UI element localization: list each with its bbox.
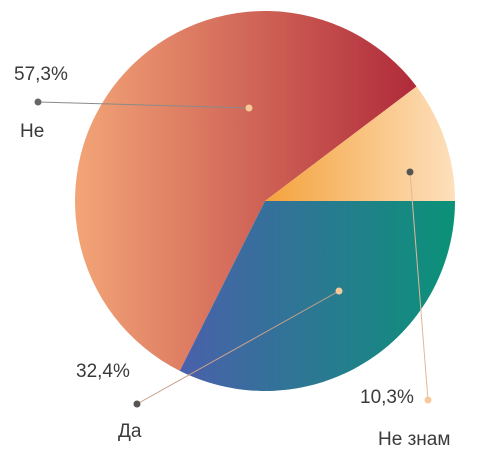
leader-line-ne-znam bbox=[409, 171, 429, 401]
pie-slice-ne bbox=[75, 10, 417, 371]
leader-dot-inner-ne-znam bbox=[406, 168, 414, 176]
leader-ne-znam bbox=[406, 168, 432, 404]
leader-da bbox=[133, 287, 343, 408]
leader-line-ne bbox=[37, 101, 250, 109]
leader-dot-outer-da bbox=[133, 400, 141, 408]
leader-dot-outer-ne bbox=[34, 98, 42, 106]
value-label-da: 32,4% bbox=[76, 361, 130, 382]
leader-dot-outer-ne-znam bbox=[424, 396, 432, 404]
pie-slices bbox=[75, 10, 456, 391]
value-label-ne: 57,3% bbox=[14, 64, 68, 85]
value-label-ne-znam: 10,3% bbox=[360, 387, 414, 408]
category-label-da: Да bbox=[118, 421, 142, 442]
category-label-ne: Не bbox=[20, 121, 44, 142]
pie-slice-da bbox=[179, 201, 456, 391]
leader-dot-inner-da bbox=[335, 287, 343, 295]
leader-dot-inner-ne bbox=[245, 104, 253, 112]
leader-line-da bbox=[136, 290, 340, 405]
leader-ne bbox=[34, 98, 253, 112]
category-label-ne-znam: Не знам bbox=[378, 429, 450, 450]
